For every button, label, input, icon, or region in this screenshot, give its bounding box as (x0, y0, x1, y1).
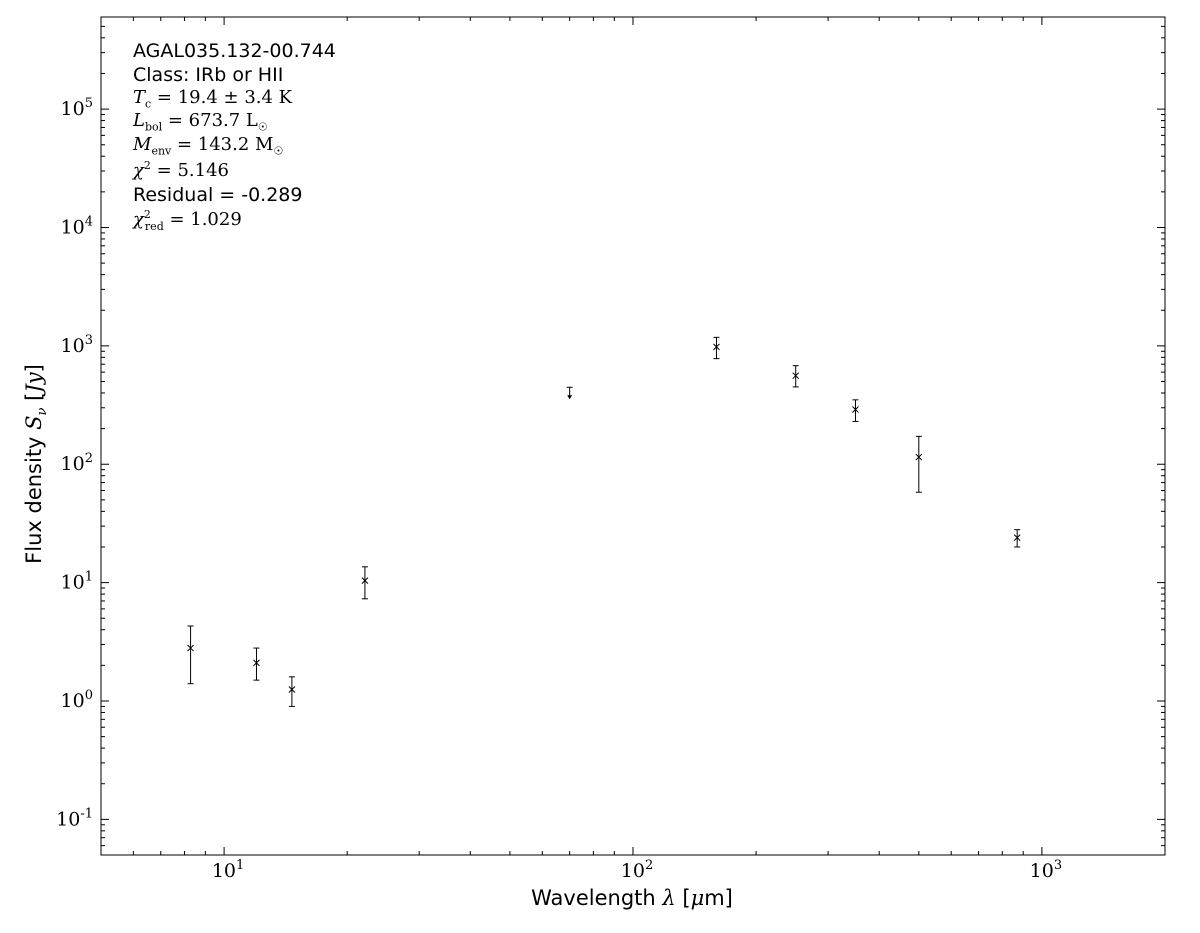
data-points (187, 336, 1021, 707)
data-marker (792, 372, 800, 380)
class-label: Class: IRb or HII (133, 64, 284, 86)
y-tick-label: 10-1 (56, 806, 93, 830)
y-tick-label: 105 (61, 96, 93, 120)
data-point (713, 336, 720, 360)
temperature-label: Tc = 19.4 ± 3.4 K (133, 87, 293, 111)
data-point (915, 435, 923, 493)
mass-label: Menv = 143.2 M☉ (133, 134, 284, 158)
data-point (288, 676, 296, 707)
y-tick-label: 100 (61, 688, 93, 712)
chi2-label: χ2 = 5.146 (133, 159, 229, 181)
data-point (187, 625, 194, 685)
data-point (1013, 529, 1021, 548)
data-marker (1013, 534, 1021, 541)
y-tick-label: 104 (61, 214, 93, 238)
y-tick-label: 102 (61, 451, 93, 475)
data-point (361, 566, 369, 600)
data-marker (187, 644, 194, 652)
axis-ticks: 101 102 103 10-1 100 101 102 103 104 105 (56, 16, 1166, 882)
y-tick-label: 103 (61, 333, 93, 357)
upper-limit-arrow (567, 395, 573, 400)
y-tick-label: 101 (61, 570, 93, 594)
data-marker (288, 686, 296, 693)
data-marker (915, 453, 923, 461)
y-axis-label: Flux density Sν [Jy] (21, 364, 51, 564)
data-point (852, 399, 859, 422)
source-name: AGAL035.132-00.744 (133, 40, 336, 62)
data-marker (713, 343, 720, 351)
x-tick-label: 101 (212, 858, 244, 882)
data-marker (852, 406, 859, 413)
luminosity-label: Lbol = 673.7 L☉ (133, 110, 268, 134)
x-tick-label: 103 (1030, 858, 1062, 882)
data-marker (361, 577, 369, 584)
data-marker (253, 659, 260, 667)
data-point (253, 647, 260, 681)
residual-label: Residual = -0.289 (133, 184, 303, 206)
chi2-red-label: χ2red = 1.029 (133, 208, 242, 233)
upper-limit-point (566, 386, 573, 400)
x-tick-label: 102 (621, 858, 653, 882)
data-point (792, 365, 800, 388)
